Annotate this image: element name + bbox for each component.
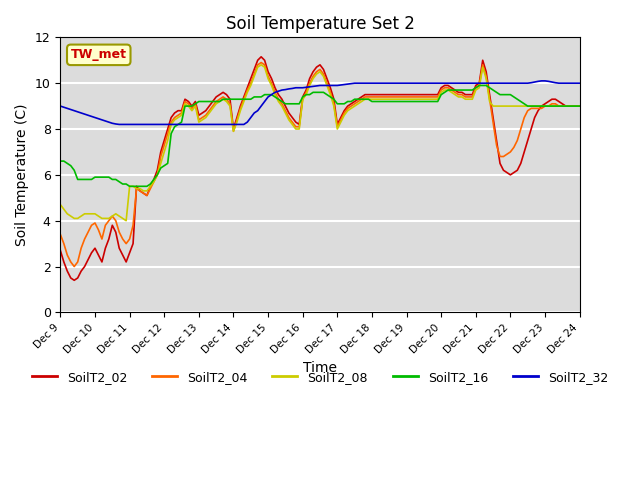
SoilT2_16 xyxy=(576,103,584,109)
SoilT2_08 xyxy=(576,103,584,109)
SoilT2_02 xyxy=(70,277,78,283)
SoilT2_08 xyxy=(378,96,386,102)
Line: SoilT2_08: SoilT2_08 xyxy=(60,65,580,221)
SoilT2_16 xyxy=(56,158,64,164)
SoilT2_16 xyxy=(572,103,580,109)
SoilT2_04 xyxy=(257,60,265,65)
SoilT2_04 xyxy=(572,103,580,109)
Line: SoilT2_16: SoilT2_16 xyxy=(60,85,580,186)
SoilT2_04 xyxy=(392,94,400,100)
SoilT2_02 xyxy=(576,103,584,109)
SoilT2_16 xyxy=(375,98,383,104)
SoilT2_08 xyxy=(122,218,130,224)
SoilT2_04 xyxy=(576,103,584,109)
SoilT2_02 xyxy=(572,103,580,109)
SoilT2_04 xyxy=(56,231,64,237)
SoilT2_16 xyxy=(243,96,251,102)
SoilT2_32 xyxy=(572,80,580,86)
Line: SoilT2_02: SoilT2_02 xyxy=(60,57,580,280)
SoilT2_04 xyxy=(427,94,435,100)
SoilT2_02 xyxy=(378,92,386,97)
SoilT2_32 xyxy=(56,103,64,109)
SoilT2_08 xyxy=(316,69,324,74)
SoilT2_08 xyxy=(427,96,435,102)
SoilT2_02 xyxy=(243,85,251,91)
SoilT2_08 xyxy=(572,103,580,109)
SoilT2_32 xyxy=(115,121,123,127)
SoilT2_02 xyxy=(392,92,400,97)
Y-axis label: Soil Temperature (C): Soil Temperature (C) xyxy=(15,104,29,246)
SoilT2_16 xyxy=(389,98,397,104)
Line: SoilT2_04: SoilT2_04 xyxy=(60,62,580,266)
Title: Soil Temperature Set 2: Soil Temperature Set 2 xyxy=(225,15,415,33)
SoilT2_08 xyxy=(392,96,400,102)
SoilT2_02 xyxy=(56,248,64,253)
SoilT2_32 xyxy=(313,83,321,89)
Text: TW_met: TW_met xyxy=(71,48,127,61)
SoilT2_16 xyxy=(476,83,483,88)
SoilT2_04 xyxy=(70,264,78,269)
SoilT2_04 xyxy=(316,67,324,72)
SoilT2_32 xyxy=(375,80,383,86)
SoilT2_16 xyxy=(424,98,431,104)
SoilT2_32 xyxy=(576,80,584,86)
SoilT2_04 xyxy=(243,87,251,93)
SoilT2_32 xyxy=(538,78,545,84)
SoilT2_02 xyxy=(427,92,435,97)
SoilT2_32 xyxy=(389,80,397,86)
SoilT2_02 xyxy=(257,54,265,60)
X-axis label: Time: Time xyxy=(303,360,337,374)
SoilT2_02 xyxy=(316,62,324,68)
SoilT2_32 xyxy=(424,80,431,86)
SoilT2_08 xyxy=(257,62,265,68)
Line: SoilT2_32: SoilT2_32 xyxy=(60,81,580,124)
SoilT2_16 xyxy=(126,183,134,189)
SoilT2_16 xyxy=(313,89,321,95)
SoilT2_04 xyxy=(378,94,386,100)
SoilT2_08 xyxy=(56,202,64,207)
SoilT2_32 xyxy=(243,119,251,125)
SoilT2_08 xyxy=(243,89,251,95)
Legend: SoilT2_02, SoilT2_04, SoilT2_08, SoilT2_16, SoilT2_32: SoilT2_02, SoilT2_04, SoilT2_08, SoilT2_… xyxy=(27,366,613,389)
